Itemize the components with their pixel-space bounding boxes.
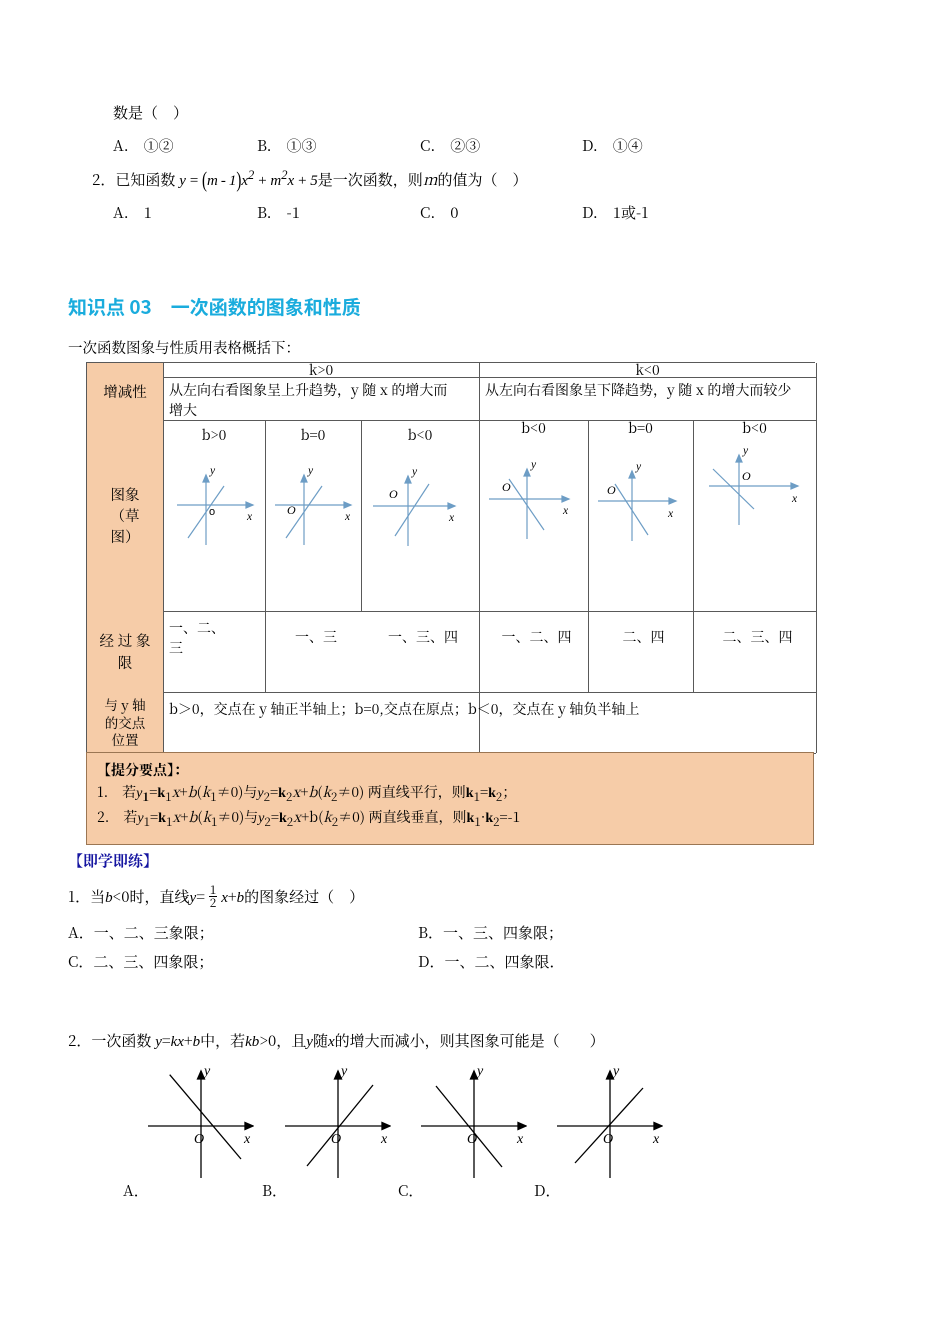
svg-text:O: O bbox=[607, 483, 616, 497]
svg-text:y: y bbox=[307, 465, 314, 477]
svg-text:x: x bbox=[667, 508, 674, 520]
svg-text:O: O bbox=[502, 480, 511, 494]
svg-text:x: x bbox=[791, 493, 798, 505]
svg-text:O: O bbox=[603, 1132, 613, 1147]
svg-text:y: y bbox=[530, 459, 537, 471]
svg-text:x: x bbox=[652, 1132, 660, 1147]
svg-text:y: y bbox=[742, 445, 749, 457]
svg-text:x: x bbox=[344, 511, 351, 523]
svg-text:O: O bbox=[194, 1132, 204, 1147]
svg-text:O: O bbox=[331, 1132, 341, 1147]
svg-text:o: o bbox=[209, 506, 215, 518]
svg-text:y: y bbox=[611, 1064, 620, 1079]
svg-text:x: x bbox=[243, 1132, 251, 1147]
svg-text:O: O bbox=[287, 503, 296, 517]
svg-text:y: y bbox=[339, 1064, 348, 1079]
svg-text:O: O bbox=[389, 487, 398, 501]
svg-text:y: y bbox=[209, 465, 216, 477]
svg-text:O: O bbox=[742, 469, 751, 483]
svg-text:y: y bbox=[635, 461, 642, 473]
svg-text:x: x bbox=[448, 512, 455, 524]
svg-text:y: y bbox=[202, 1064, 211, 1079]
svg-text:y: y bbox=[411, 466, 418, 478]
svg-text:x: x bbox=[380, 1132, 388, 1147]
svg-text:x: x bbox=[246, 511, 253, 523]
svg-text:y: y bbox=[475, 1064, 484, 1079]
svg-text:O: O bbox=[467, 1132, 477, 1147]
svg-text:x: x bbox=[516, 1132, 524, 1147]
svg-text:x: x bbox=[562, 505, 569, 517]
